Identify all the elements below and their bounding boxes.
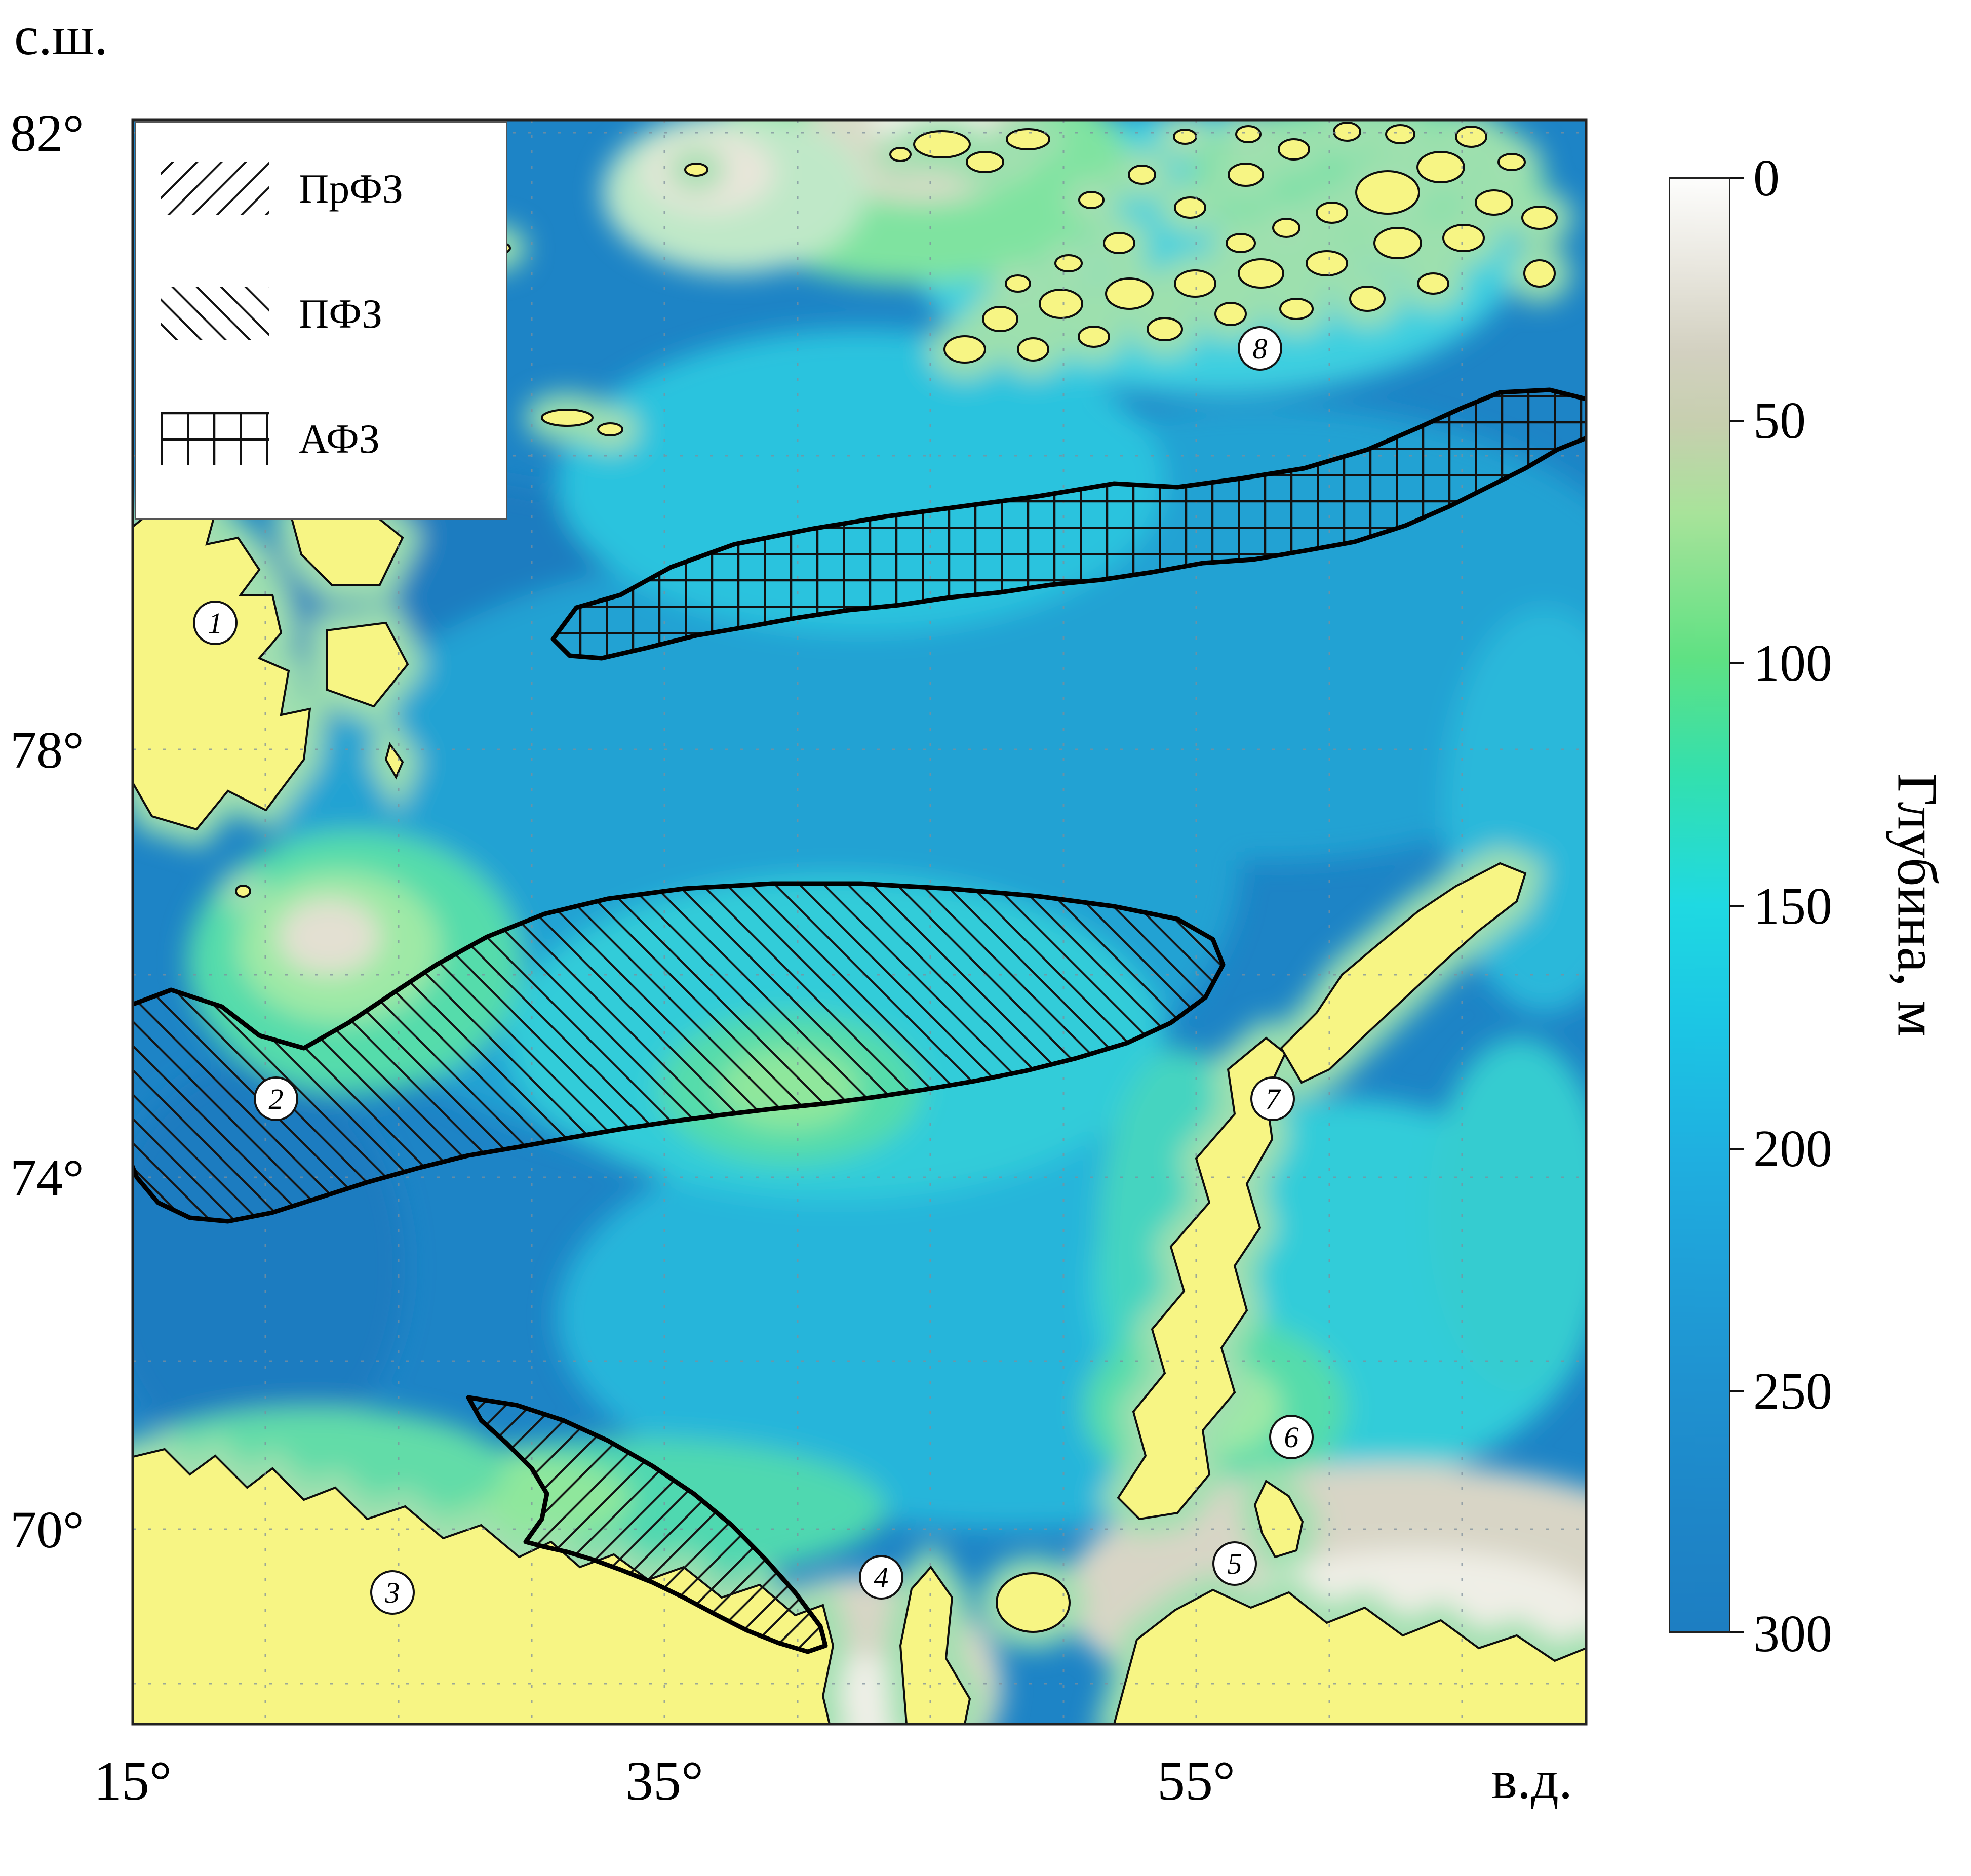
colorbar-tick-50: 50	[1753, 391, 1806, 450]
colorbar-tick-mark	[1730, 905, 1744, 907]
colorbar-tick-mark	[1730, 662, 1744, 664]
region-marker-4: 4	[859, 1555, 903, 1600]
grid-hatch-swatch	[161, 412, 269, 465]
legend-row-afz: АФЗ	[161, 412, 506, 465]
colorbar-tick-mark	[1730, 177, 1744, 179]
lat-tick-74: 74°	[10, 1149, 84, 1207]
lat-tick-70: 70°	[10, 1501, 84, 1559]
pfz-zone-polygon	[133, 881, 1226, 1224]
legend-row-pfz: ПФЗ	[161, 287, 506, 340]
slash-hatch-swatch	[161, 287, 269, 340]
colorbar-tick-300: 300	[1753, 1605, 1832, 1663]
lat-tick-78: 78°	[10, 721, 84, 779]
lon-axis-name: в.д.	[1491, 1750, 1572, 1810]
lon-tick-55: 55°	[1157, 1750, 1235, 1812]
region-marker-5: 5	[1212, 1541, 1257, 1586]
colorbar-tick-250: 250	[1753, 1362, 1832, 1420]
colorbar-tick-0: 0	[1753, 149, 1780, 207]
region-marker-8: 8	[1238, 326, 1282, 371]
frontal-zones	[133, 387, 1586, 1654]
colorbar-axis-label: Глубина, м	[1885, 773, 1949, 1037]
legend-label-pfz: ПФЗ	[299, 290, 383, 337]
region-marker-2: 2	[254, 1076, 298, 1121]
colorbar-tick-150: 150	[1753, 877, 1832, 935]
region-marker-6: 6	[1269, 1415, 1314, 1459]
lon-tick-35: 35°	[625, 1750, 703, 1812]
colorbar-tick-mark	[1730, 420, 1744, 422]
legend-label-afz: АФЗ	[299, 415, 380, 462]
legend-row-prfz: ПрФЗ	[161, 162, 506, 215]
colorbar-tick-mark	[1730, 1631, 1744, 1633]
legend-label-prfz: ПрФЗ	[299, 165, 404, 212]
colorbar-tick-100: 100	[1753, 634, 1832, 692]
lon-tick-15: 15°	[94, 1750, 172, 1812]
colorbar-tick-mark	[1730, 1148, 1744, 1150]
map-frame	[131, 118, 1588, 1726]
depth-colorbar	[1669, 177, 1730, 1633]
prfz-zone-polygon	[466, 1395, 828, 1654]
backslash-hatch-swatch	[161, 162, 269, 215]
lat-axis-name: с.ш.	[14, 6, 108, 66]
region-marker-3: 3	[370, 1570, 415, 1615]
region-marker-1: 1	[193, 601, 238, 645]
colorbar-tick-mark	[1730, 1390, 1744, 1392]
map-legend: ПрФЗ ПФЗ АФЗ	[135, 121, 507, 520]
lat-tick-82: 82°	[10, 104, 84, 163]
region-marker-7: 7	[1250, 1076, 1295, 1121]
afz-zone-polygon	[550, 387, 1586, 661]
colorbar-tick-200: 200	[1753, 1120, 1832, 1178]
